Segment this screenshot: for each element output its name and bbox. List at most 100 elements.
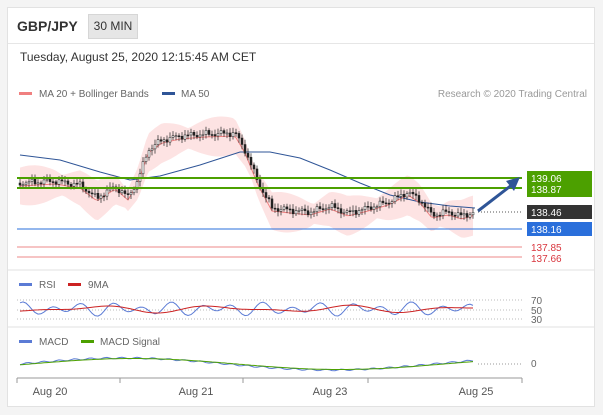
candle-body	[171, 135, 175, 138]
candle-body	[291, 208, 295, 215]
candle-body	[147, 150, 151, 158]
candle-body	[339, 208, 343, 214]
candle-body	[285, 206, 289, 210]
chart-header: GBP/JPY 30 MIN	[8, 8, 594, 44]
candle-body	[96, 193, 100, 199]
candle-body	[234, 132, 238, 134]
candle-body	[297, 210, 301, 212]
support-1-value: 137.85	[531, 243, 562, 254]
candle-body	[192, 132, 196, 136]
candle-body	[183, 134, 187, 140]
candle-body	[309, 211, 313, 215]
candle-body	[51, 181, 55, 183]
candle-body	[324, 208, 328, 211]
ma50-legend-label: MA 50	[181, 89, 210, 100]
rsi-ma-line	[19, 304, 473, 314]
candle-body	[87, 190, 91, 194]
candle-body	[435, 214, 439, 217]
candle-body	[312, 211, 316, 213]
candle-body	[18, 182, 22, 186]
candle-body	[438, 214, 442, 217]
candle-body	[387, 202, 391, 205]
candle-body	[237, 133, 241, 139]
instrument-title: GBP/JPY	[17, 18, 78, 34]
candle-body	[348, 210, 352, 213]
candle-body	[468, 214, 472, 218]
rsi-tick-30: 30	[531, 315, 543, 326]
candle-body	[366, 206, 370, 208]
candle-body	[264, 192, 268, 198]
candle-body	[252, 164, 256, 170]
candle-body	[372, 206, 376, 210]
macd-tick-0: 0	[531, 359, 537, 370]
candle-body	[255, 168, 259, 180]
candle-body	[66, 180, 70, 185]
candle-body	[465, 213, 469, 218]
candle-body	[288, 208, 292, 211]
candle-body	[441, 209, 445, 216]
candle-body	[318, 206, 322, 209]
candle-body	[99, 195, 103, 199]
candle-body	[123, 190, 127, 194]
candle-body	[156, 139, 160, 145]
candle-body	[414, 193, 418, 196]
candle-body	[144, 156, 148, 162]
candle-body	[306, 210, 310, 215]
pivot-value: 138.16	[531, 225, 562, 236]
candle-body	[471, 212, 475, 216]
candle-body	[303, 208, 307, 211]
resistance-label-box	[527, 171, 592, 197]
candle-body	[45, 178, 49, 181]
candle-body	[450, 211, 454, 216]
candle-body	[75, 182, 79, 185]
candle-body	[132, 189, 136, 194]
candle-body	[240, 137, 244, 145]
candle-body	[378, 200, 382, 207]
candle-body	[249, 157, 253, 166]
candle-body	[294, 210, 298, 215]
candle-body	[189, 132, 193, 136]
candle-body	[135, 181, 139, 190]
candle-body	[78, 181, 82, 185]
timeframe-button[interactable]: 30 MIN	[88, 14, 138, 39]
rsi-ma-legend-swatch	[68, 283, 81, 286]
candle-body	[36, 182, 40, 185]
candle-body	[381, 200, 385, 204]
candle-body	[429, 207, 433, 213]
candle-body	[174, 135, 178, 137]
candle-body	[225, 132, 229, 135]
rsi-legend-label: RSI	[39, 280, 56, 291]
pivot-label-box	[527, 222, 592, 236]
candle-body	[330, 203, 334, 208]
macd-signal-line	[19, 358, 474, 370]
candle-body	[150, 148, 154, 151]
candle-body	[369, 206, 373, 210]
chart-timestamp: Tuesday, August 25, 2020 12:15:45 AM CET	[20, 50, 257, 64]
candle-body	[336, 207, 340, 209]
candle-body	[39, 182, 43, 185]
rsi-ma-legend-label: 9MA	[88, 280, 109, 291]
candle-body	[411, 191, 415, 195]
candle-body	[219, 130, 223, 134]
candle-body	[375, 206, 379, 208]
macd-legend-label: MACD	[39, 337, 68, 348]
projection-arrow-shaft	[477, 182, 514, 213]
candle-body	[207, 130, 211, 135]
candle-body	[357, 210, 361, 215]
candle-body	[426, 206, 430, 209]
candle-body	[33, 179, 37, 185]
candle-body	[120, 190, 124, 194]
candle-body	[69, 184, 73, 187]
candle-body	[420, 202, 424, 204]
candle-body	[258, 179, 262, 188]
candle-body	[54, 181, 58, 185]
candle-body	[390, 201, 394, 204]
candle-body	[447, 211, 451, 213]
candle-body	[327, 207, 331, 210]
resistance-2-value: 139.06	[531, 174, 562, 185]
candle-body	[342, 211, 346, 214]
candle-body	[351, 210, 355, 212]
research-credit: Research © 2020 Trading Central	[438, 89, 587, 100]
candle-body	[300, 208, 304, 211]
